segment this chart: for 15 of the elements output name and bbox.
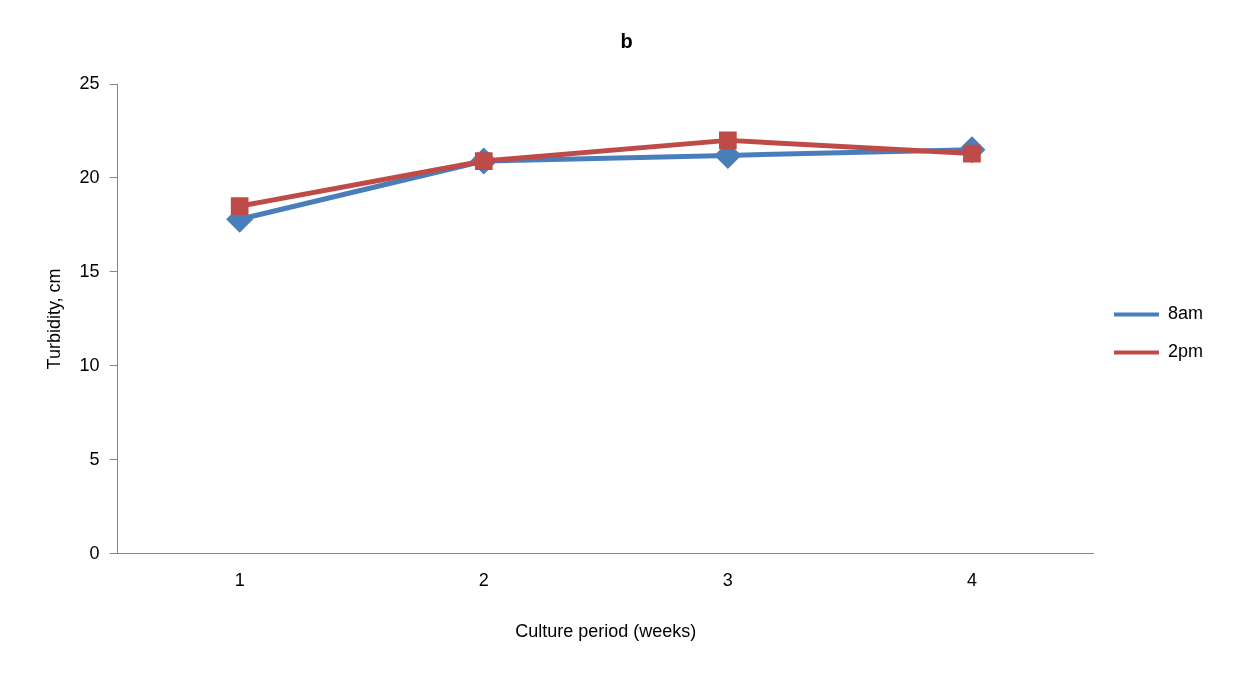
x-tick-label: 2 — [478, 569, 489, 590]
y-tick-label: 5 — [89, 448, 100, 469]
x-tick-label: 4 — [966, 569, 977, 590]
x-tick-label: 3 — [722, 569, 733, 590]
chart-title: b — [620, 29, 633, 52]
x-tick-label: 1 — [234, 569, 245, 590]
legend-label: 2pm — [1167, 341, 1203, 362]
y-tick-label: 25 — [79, 72, 100, 93]
y-tick-label: 0 — [89, 542, 100, 563]
y-tick-label: 10 — [79, 354, 100, 375]
x-axis-title: Culture period (weeks) — [515, 621, 697, 642]
y-tick-label: 15 — [79, 260, 100, 281]
y-axis-title: Turbidity, cm — [43, 268, 64, 370]
legend-label: 8am — [1167, 303, 1203, 324]
y-tick-label: 20 — [79, 166, 100, 187]
